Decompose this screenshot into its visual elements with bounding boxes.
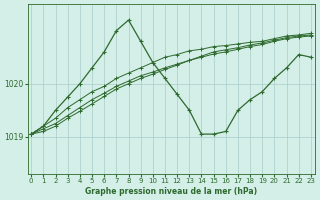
X-axis label: Graphe pression niveau de la mer (hPa): Graphe pression niveau de la mer (hPa) (85, 187, 257, 196)
